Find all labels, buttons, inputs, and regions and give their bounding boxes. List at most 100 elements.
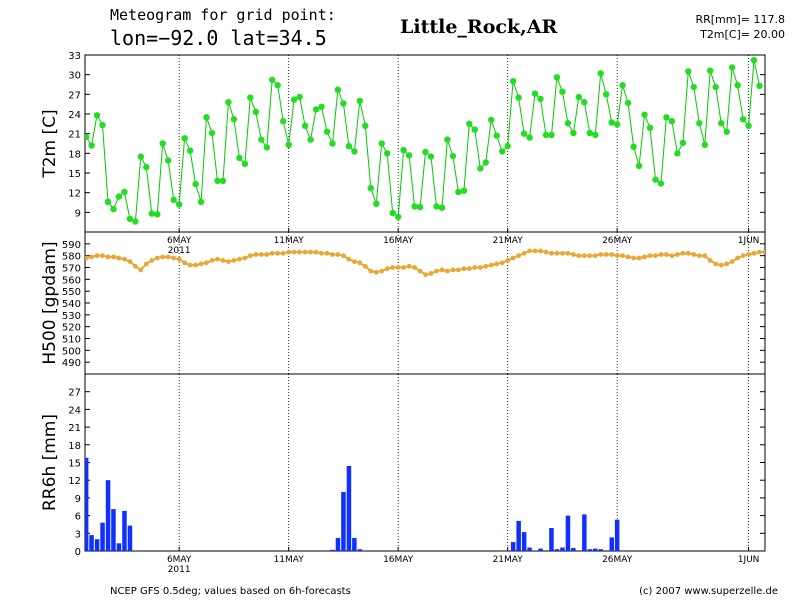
y-tick-label: 9 <box>75 208 81 219</box>
data-point-h500 <box>472 265 478 270</box>
data-point-t2m <box>395 213 402 221</box>
data-point-h500 <box>647 253 653 259</box>
data-point-t2m <box>745 122 752 129</box>
data-point-h500 <box>609 252 615 257</box>
y-tick-label: 540 <box>62 299 81 310</box>
data-point-h500 <box>160 254 166 260</box>
y-tick-label: 24 <box>68 405 81 416</box>
data-point-h500 <box>510 255 516 261</box>
data-point-h500 <box>122 256 127 262</box>
data-point-t2m <box>624 99 632 107</box>
rain-bar <box>100 522 105 551</box>
data-point-t2m <box>712 83 719 91</box>
data-point-t2m <box>307 136 314 143</box>
series-line-t2m <box>85 60 760 223</box>
series-rr6h <box>85 457 620 551</box>
y-tick-label: 6 <box>75 512 81 523</box>
data-point-t2m <box>384 150 391 157</box>
data-point-h500 <box>620 253 625 259</box>
data-point-t2m <box>110 205 117 213</box>
y-tick-label: 580 <box>62 252 81 263</box>
data-point-t2m <box>389 209 396 217</box>
data-point-h500 <box>790 245 795 250</box>
data-point-h500 <box>587 253 593 259</box>
data-point-t2m <box>340 100 347 107</box>
data-point-t2m <box>296 93 303 101</box>
y-tick-label: 520 <box>62 323 81 334</box>
rain-bar <box>105 480 111 551</box>
data-point-t2m <box>263 144 270 151</box>
title-line1: Meteogram for grid point: <box>110 6 336 24</box>
data-point-t2m <box>592 131 599 139</box>
data-point-h500 <box>324 250 330 256</box>
data-point-h500 <box>439 267 445 273</box>
rain-bar <box>510 542 516 551</box>
data-point-t2m <box>93 112 101 119</box>
data-point-t2m <box>132 218 139 225</box>
data-point-t2m <box>203 114 210 121</box>
rain-bar <box>116 543 122 551</box>
data-point-t2m <box>575 93 582 101</box>
data-point-h500 <box>560 250 565 256</box>
data-point-t2m <box>285 141 292 148</box>
data-point-t2m <box>581 99 588 106</box>
data-point-t2m <box>488 116 495 124</box>
data-point-t2m <box>515 94 522 101</box>
data-point-h500 <box>368 268 374 274</box>
data-point-t2m <box>608 119 615 126</box>
data-point-t2m <box>345 142 353 150</box>
data-point-h500 <box>614 253 620 259</box>
y-tick-label: 18 <box>68 441 81 452</box>
data-point-h500 <box>401 265 406 270</box>
data-point-h500 <box>116 255 122 261</box>
rain-bar <box>335 538 341 551</box>
rain-bar <box>521 532 527 551</box>
data-point-t2m <box>718 120 725 127</box>
data-point-t2m <box>652 176 659 183</box>
data-point-t2m <box>154 211 161 218</box>
data-point-h500 <box>346 256 352 262</box>
data-point-h500 <box>182 260 188 266</box>
data-point-h500 <box>751 250 757 256</box>
footer: NCEP GFS 0.5deg; values based on 6h-fore… <box>110 586 778 597</box>
data-point-h500 <box>494 261 500 267</box>
data-point-h500 <box>543 249 549 255</box>
data-point-h500 <box>691 252 697 257</box>
data-point-h500 <box>373 269 379 275</box>
data-point-h500 <box>740 253 746 259</box>
rain-bar <box>516 520 521 551</box>
data-point-h500 <box>127 259 133 264</box>
rain-bar <box>582 514 587 551</box>
y-tick-label: 530 <box>62 311 81 322</box>
rain-bar <box>598 549 603 551</box>
rain-bar <box>538 548 543 551</box>
data-point-t2m <box>460 187 468 194</box>
data-point-h500 <box>653 253 658 259</box>
rain-bar <box>94 539 100 551</box>
rain-bar <box>571 548 576 551</box>
data-point-t2m <box>400 146 407 154</box>
data-point-t2m <box>520 130 528 137</box>
data-point-h500 <box>636 255 642 261</box>
data-point-h500 <box>456 267 461 273</box>
data-point-h500 <box>231 258 237 263</box>
data-point-t2m <box>728 64 736 71</box>
data-point-h500 <box>735 255 740 261</box>
data-point-h500 <box>165 254 171 260</box>
data-point-h500 <box>571 252 576 257</box>
data-point-t2m <box>159 140 166 147</box>
y-tick-label: 500 <box>62 346 81 357</box>
data-point-t2m <box>564 120 572 127</box>
data-point-h500 <box>423 272 428 277</box>
y-tick-label: 12 <box>68 476 81 487</box>
data-point-h500 <box>286 249 292 255</box>
data-point-t2m <box>137 153 144 160</box>
data-point-h500 <box>209 258 215 263</box>
rain-bar <box>609 537 614 551</box>
data-point-t2m <box>99 121 106 129</box>
data-point-t2m <box>723 128 730 135</box>
data-point-h500 <box>242 255 248 261</box>
y-tick-label: 21 <box>68 423 81 434</box>
data-point-h500 <box>280 250 286 256</box>
